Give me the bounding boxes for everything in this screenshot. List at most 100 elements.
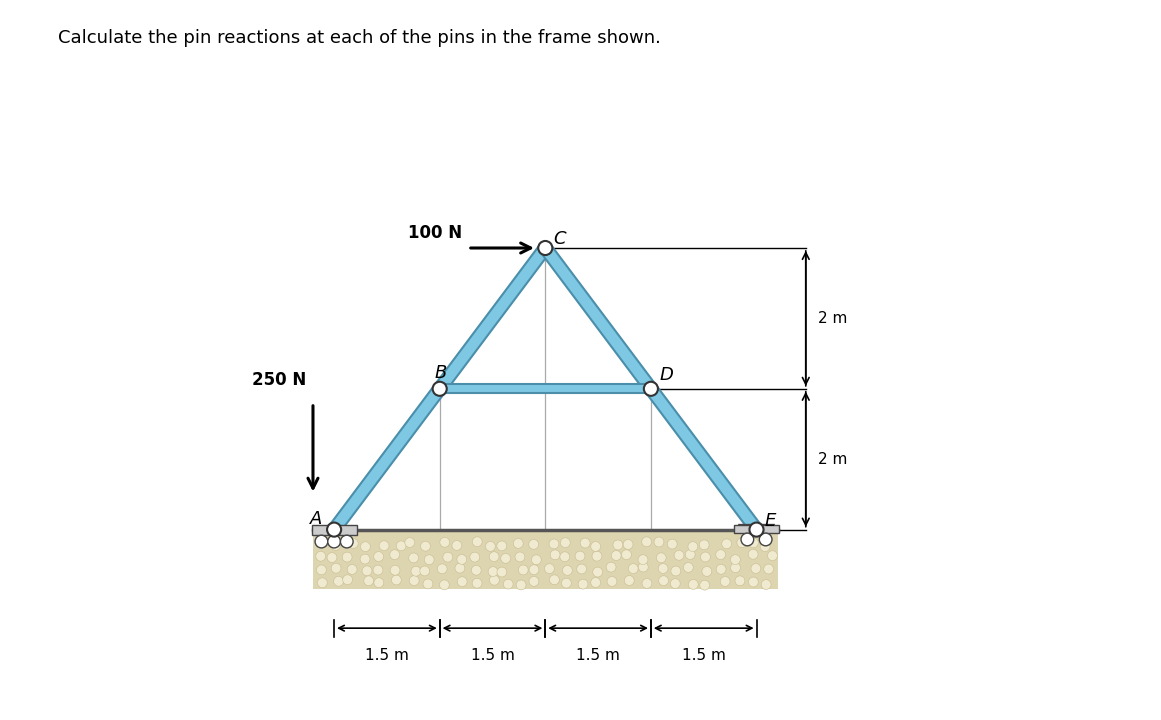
Circle shape	[518, 565, 528, 575]
Circle shape	[473, 578, 482, 588]
Text: 2 m: 2 m	[819, 451, 848, 467]
Circle shape	[380, 541, 389, 551]
Circle shape	[390, 550, 399, 559]
Circle shape	[473, 537, 482, 546]
Circle shape	[490, 575, 499, 585]
Circle shape	[577, 564, 586, 574]
Circle shape	[438, 564, 447, 574]
Circle shape	[317, 578, 327, 588]
Circle shape	[342, 552, 352, 562]
Circle shape	[580, 538, 590, 548]
Circle shape	[642, 579, 651, 588]
Circle shape	[560, 552, 570, 562]
Circle shape	[578, 579, 587, 589]
Circle shape	[591, 577, 600, 588]
Text: 2 m: 2 m	[819, 311, 848, 326]
Circle shape	[606, 562, 616, 572]
Circle shape	[737, 538, 747, 548]
Circle shape	[644, 382, 658, 396]
Text: B: B	[434, 364, 447, 382]
Circle shape	[671, 566, 680, 576]
Circle shape	[688, 580, 698, 590]
Circle shape	[562, 578, 571, 588]
Circle shape	[562, 565, 572, 575]
Text: 1.5 m: 1.5 m	[365, 648, 409, 663]
Text: D: D	[659, 366, 673, 384]
Circle shape	[497, 541, 506, 551]
Circle shape	[656, 553, 666, 563]
Circle shape	[658, 564, 668, 573]
Bar	[734, 525, 779, 533]
Circle shape	[517, 580, 526, 590]
Circle shape	[348, 539, 359, 549]
Circle shape	[741, 533, 753, 546]
Circle shape	[327, 535, 340, 548]
Circle shape	[331, 541, 340, 550]
Circle shape	[497, 567, 506, 577]
Circle shape	[471, 565, 481, 575]
Circle shape	[722, 539, 731, 549]
Circle shape	[529, 564, 539, 575]
Text: 1.5 m: 1.5 m	[576, 648, 620, 663]
Circle shape	[529, 577, 539, 586]
Circle shape	[628, 564, 639, 574]
Circle shape	[675, 550, 684, 560]
Circle shape	[592, 552, 601, 561]
Circle shape	[457, 554, 467, 564]
Circle shape	[420, 566, 430, 576]
Circle shape	[700, 580, 709, 590]
Circle shape	[327, 553, 337, 562]
Circle shape	[411, 567, 420, 576]
Circle shape	[685, 549, 695, 559]
Circle shape	[561, 538, 570, 548]
Circle shape	[670, 579, 680, 588]
Circle shape	[730, 563, 741, 572]
Circle shape	[342, 575, 353, 585]
Circle shape	[500, 554, 511, 563]
Circle shape	[420, 541, 431, 551]
Circle shape	[440, 537, 449, 547]
Circle shape	[715, 549, 726, 559]
Circle shape	[575, 551, 585, 561]
Text: C: C	[554, 230, 567, 248]
Circle shape	[749, 577, 758, 587]
Circle shape	[749, 538, 758, 548]
Circle shape	[452, 541, 462, 550]
Circle shape	[750, 523, 764, 536]
Circle shape	[360, 554, 370, 564]
Circle shape	[396, 541, 406, 551]
Circle shape	[642, 537, 651, 546]
Circle shape	[730, 554, 741, 564]
Circle shape	[735, 576, 745, 586]
Circle shape	[424, 555, 434, 564]
Circle shape	[532, 555, 541, 564]
Circle shape	[315, 535, 327, 548]
Text: 1.5 m: 1.5 m	[470, 648, 514, 663]
Text: 100 N: 100 N	[409, 225, 462, 243]
Circle shape	[470, 552, 479, 562]
Circle shape	[593, 567, 603, 577]
Polygon shape	[738, 525, 774, 530]
Circle shape	[433, 382, 447, 396]
Circle shape	[762, 580, 771, 590]
Circle shape	[373, 565, 383, 575]
Text: 250 N: 250 N	[252, 371, 307, 389]
Circle shape	[333, 577, 344, 586]
Circle shape	[455, 563, 464, 573]
Circle shape	[485, 541, 496, 552]
Circle shape	[457, 577, 467, 587]
Circle shape	[409, 576, 419, 585]
Circle shape	[390, 565, 401, 575]
Text: 1.5 m: 1.5 m	[682, 648, 726, 663]
Circle shape	[767, 551, 778, 561]
Text: E: E	[765, 512, 777, 530]
Circle shape	[405, 538, 414, 547]
Polygon shape	[440, 384, 651, 393]
Circle shape	[751, 564, 760, 573]
Circle shape	[591, 541, 600, 552]
Circle shape	[639, 554, 648, 564]
Circle shape	[327, 523, 341, 536]
Circle shape	[363, 576, 374, 585]
Circle shape	[316, 552, 325, 561]
Polygon shape	[329, 244, 550, 534]
